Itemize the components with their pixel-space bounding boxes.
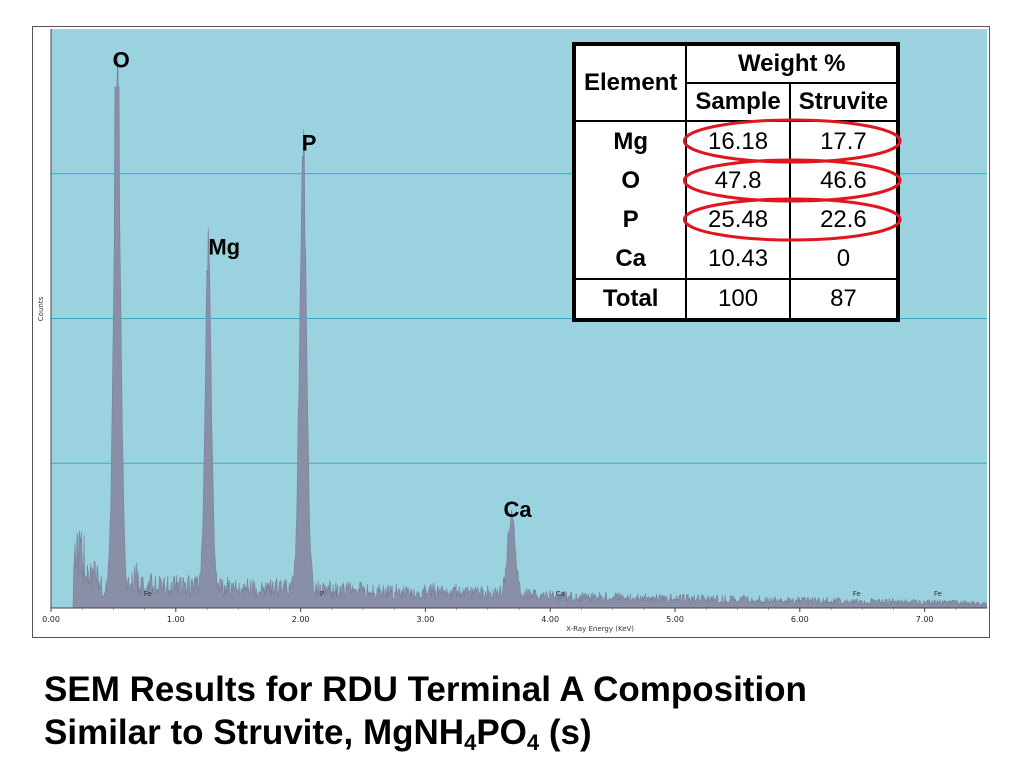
peak-label: O — [113, 48, 130, 73]
element-marker: Fe — [853, 590, 861, 598]
peak-label: Mg — [208, 235, 240, 260]
y-axis-label: Counts — [37, 296, 45, 321]
composition-table: Element Weight % Sample Struvite Mg 16.1… — [572, 42, 901, 322]
caption-sub-1: 4 — [464, 730, 477, 755]
row-element: Ca — [572, 239, 688, 279]
table-subheader-row: Sample Struvite — [574, 82, 900, 122]
x-tick-label: 1.00 — [167, 615, 185, 624]
caption-line-1: SEM Results for RDU Terminal A Compositi… — [44, 670, 807, 709]
row-element: Mg — [572, 120, 688, 161]
row-sample: 10.43 — [685, 239, 791, 279]
table-row: O 47.8 46.6 — [572, 161, 900, 200]
x-axis-label: X-Ray Energy (KeV) — [566, 625, 634, 633]
x-tick-label: 2.00 — [292, 615, 310, 624]
element-marker: Ca — [556, 590, 565, 598]
x-tick-label: 6.00 — [791, 615, 809, 624]
row-struvite: 46.6 — [788, 161, 900, 200]
caption-line-2: Similar to Struvite, MgNH4PO4 (s) — [44, 711, 1004, 754]
table-header-row: Element Weight % — [572, 43, 900, 122]
row-struvite: 17.7 — [788, 120, 900, 161]
caption-text-a: Similar to Struvite, MgNH — [44, 713, 465, 752]
row-sample: 16.18 — [685, 120, 791, 161]
header-sample: Sample — [685, 82, 791, 122]
row-element: P — [572, 200, 688, 239]
header-struvite: Struvite — [788, 82, 900, 122]
row-struvite: 22.6 — [788, 200, 900, 239]
x-tick-label: 7.00 — [916, 615, 934, 624]
total-struvite: 87 — [788, 278, 900, 320]
x-tick-label: 0.00 — [42, 615, 60, 624]
slide-caption: SEM Results for RDU Terminal A Compositi… — [44, 668, 1004, 754]
x-tick-label: 3.00 — [416, 615, 434, 624]
row-sample: 25.48 — [685, 200, 791, 239]
x-tick-label: 4.00 — [541, 615, 559, 624]
peak-label: P — [302, 130, 317, 155]
header-element: Element — [572, 43, 688, 122]
caption-sub-2: 4 — [526, 730, 540, 755]
element-marker: P — [320, 590, 324, 598]
x-tick-label: 5.00 — [666, 615, 684, 624]
total-sample: 100 — [685, 278, 791, 320]
table-row: Mg 16.18 17.7 — [572, 120, 900, 161]
row-struvite: 0 — [788, 239, 900, 279]
element-marker: Fe — [144, 590, 152, 598]
header-weight: Weight % — [685, 43, 900, 84]
total-label: Total — [572, 278, 688, 320]
table-row: P 25.48 22.6 — [572, 200, 900, 239]
element-marker: Fe — [934, 590, 942, 598]
peak-label: Ca — [503, 497, 532, 522]
table-total-row: Total 100 87 — [572, 278, 900, 320]
caption-text-c: (s) — [539, 713, 592, 752]
row-element: O — [572, 161, 688, 200]
spectrum-area — [70, 53, 988, 609]
row-sample: 47.8 — [685, 161, 791, 200]
table-row: Ca 10.43 0 — [572, 239, 900, 279]
caption-text-b: PO — [476, 713, 527, 752]
